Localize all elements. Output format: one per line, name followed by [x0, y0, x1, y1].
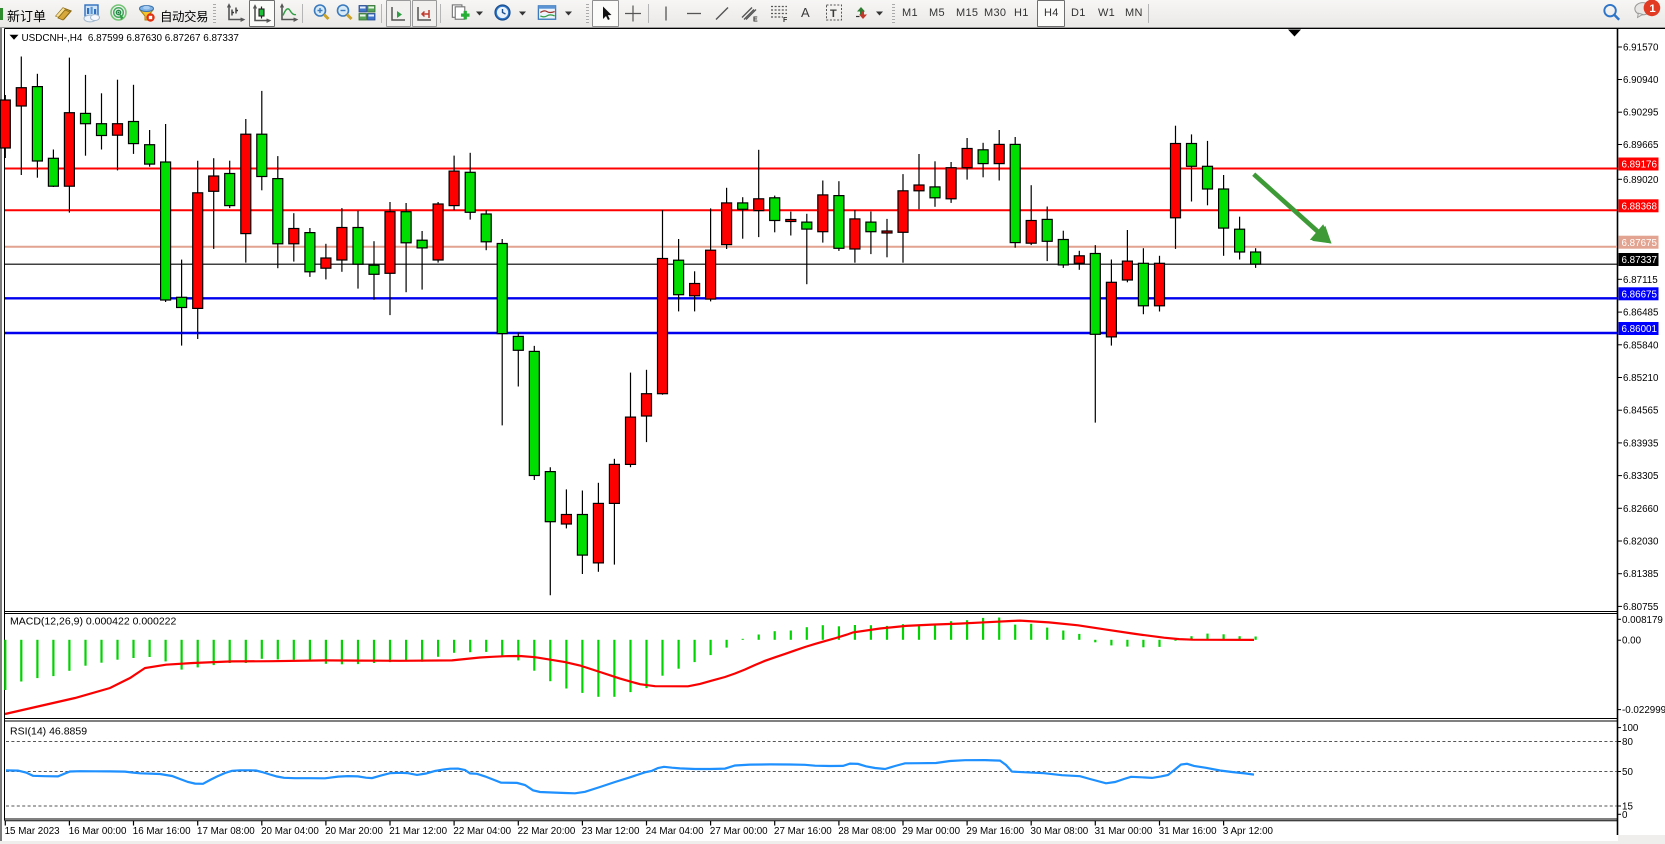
svg-text:80: 80 [1622, 737, 1633, 748]
svg-text:6.82660: 6.82660 [1623, 504, 1659, 515]
svg-text:16 Mar 16:00: 16 Mar 16:00 [133, 826, 191, 837]
svg-text:29 Mar 00:00: 29 Mar 00:00 [902, 826, 960, 837]
svg-text:21 Mar 12:00: 21 Mar 12:00 [389, 826, 447, 837]
svg-text:6.91570: 6.91570 [1623, 43, 1659, 54]
svg-text:6.87337: 6.87337 [1622, 255, 1657, 266]
svg-text:28 Mar 08:00: 28 Mar 08:00 [838, 826, 896, 837]
svg-text:1: 1 [1649, 3, 1655, 15]
svg-text:6.90940: 6.90940 [1623, 75, 1659, 86]
svg-text:0.00: 0.00 [1622, 636, 1642, 647]
svg-text:3 Apr 12:00: 3 Apr 12:00 [1223, 826, 1274, 837]
svg-text:6.90295: 6.90295 [1623, 108, 1659, 119]
svg-text:6.89665: 6.89665 [1623, 140, 1659, 151]
svg-text:6.87115: 6.87115 [1623, 275, 1658, 286]
svg-text:6.87675: 6.87675 [1622, 238, 1658, 249]
svg-text:22 Mar 20:00: 22 Mar 20:00 [518, 826, 576, 837]
svg-text:6.88368: 6.88368 [1622, 202, 1658, 213]
svg-text:6.85210: 6.85210 [1623, 373, 1659, 384]
svg-text:100: 100 [1622, 723, 1639, 734]
svg-text:27 Mar 16:00: 27 Mar 16:00 [774, 826, 832, 837]
svg-text:0.008179: 0.008179 [1622, 615, 1663, 626]
svg-text:27 Mar 00:00: 27 Mar 00:00 [710, 826, 768, 837]
svg-text:6.89020: 6.89020 [1623, 175, 1659, 186]
svg-text:RSI(14) 46.8859: RSI(14) 46.8859 [10, 726, 87, 738]
svg-text:6.85840: 6.85840 [1623, 340, 1659, 351]
svg-text:0: 0 [1622, 810, 1628, 821]
svg-text:15: 15 [1622, 802, 1633, 813]
svg-text:6.89176: 6.89176 [1622, 160, 1658, 171]
svg-text:16 Mar 00:00: 16 Mar 00:00 [69, 826, 127, 837]
svg-text:F: F [783, 17, 788, 24]
svg-text:50: 50 [1622, 767, 1633, 778]
svg-text:-0.022999: -0.022999 [1622, 705, 1665, 716]
svg-text:6.86001: 6.86001 [1622, 324, 1657, 335]
svg-text:USDCNH-,H4 6.87599 6.87630 6.: USDCNH-,H4 6.87599 6.87630 6.87267 6.873… [22, 33, 239, 44]
svg-text:15 Mar 2023: 15 Mar 2023 [5, 826, 61, 837]
svg-text:6.83305: 6.83305 [1623, 471, 1659, 482]
svg-text:MACD(12,26,9) 0.000422 0.00022: MACD(12,26,9) 0.000422 0.000222 [10, 616, 177, 628]
svg-text:31 Mar 00:00: 31 Mar 00:00 [1095, 826, 1153, 837]
svg-text:T: T [830, 8, 837, 20]
svg-text:17 Mar 08:00: 17 Mar 08:00 [197, 826, 255, 837]
svg-text:20 Mar 04:00: 20 Mar 04:00 [261, 826, 319, 837]
svg-text:24 Mar 04:00: 24 Mar 04:00 [646, 826, 704, 837]
svg-text:20 Mar 20:00: 20 Mar 20:00 [325, 826, 383, 837]
svg-text:6.81385: 6.81385 [1623, 569, 1659, 580]
svg-text:6.84565: 6.84565 [1623, 406, 1659, 417]
svg-text:29 Mar 16:00: 29 Mar 16:00 [966, 826, 1024, 837]
svg-text:30 Mar 08:00: 30 Mar 08:00 [1031, 826, 1089, 837]
svg-text:E: E [753, 17, 758, 24]
svg-text:6.86485: 6.86485 [1623, 308, 1659, 319]
svg-text:23 Mar 12:00: 23 Mar 12:00 [582, 826, 640, 837]
svg-text:6.86675: 6.86675 [1622, 290, 1658, 301]
svg-text:22 Mar 04:00: 22 Mar 04:00 [453, 826, 511, 837]
svg-text:6.80755: 6.80755 [1623, 602, 1659, 613]
svg-text:6.82030: 6.82030 [1623, 537, 1659, 548]
svg-text:6.83935: 6.83935 [1623, 438, 1659, 449]
svg-text:31 Mar 16:00: 31 Mar 16:00 [1159, 826, 1217, 837]
